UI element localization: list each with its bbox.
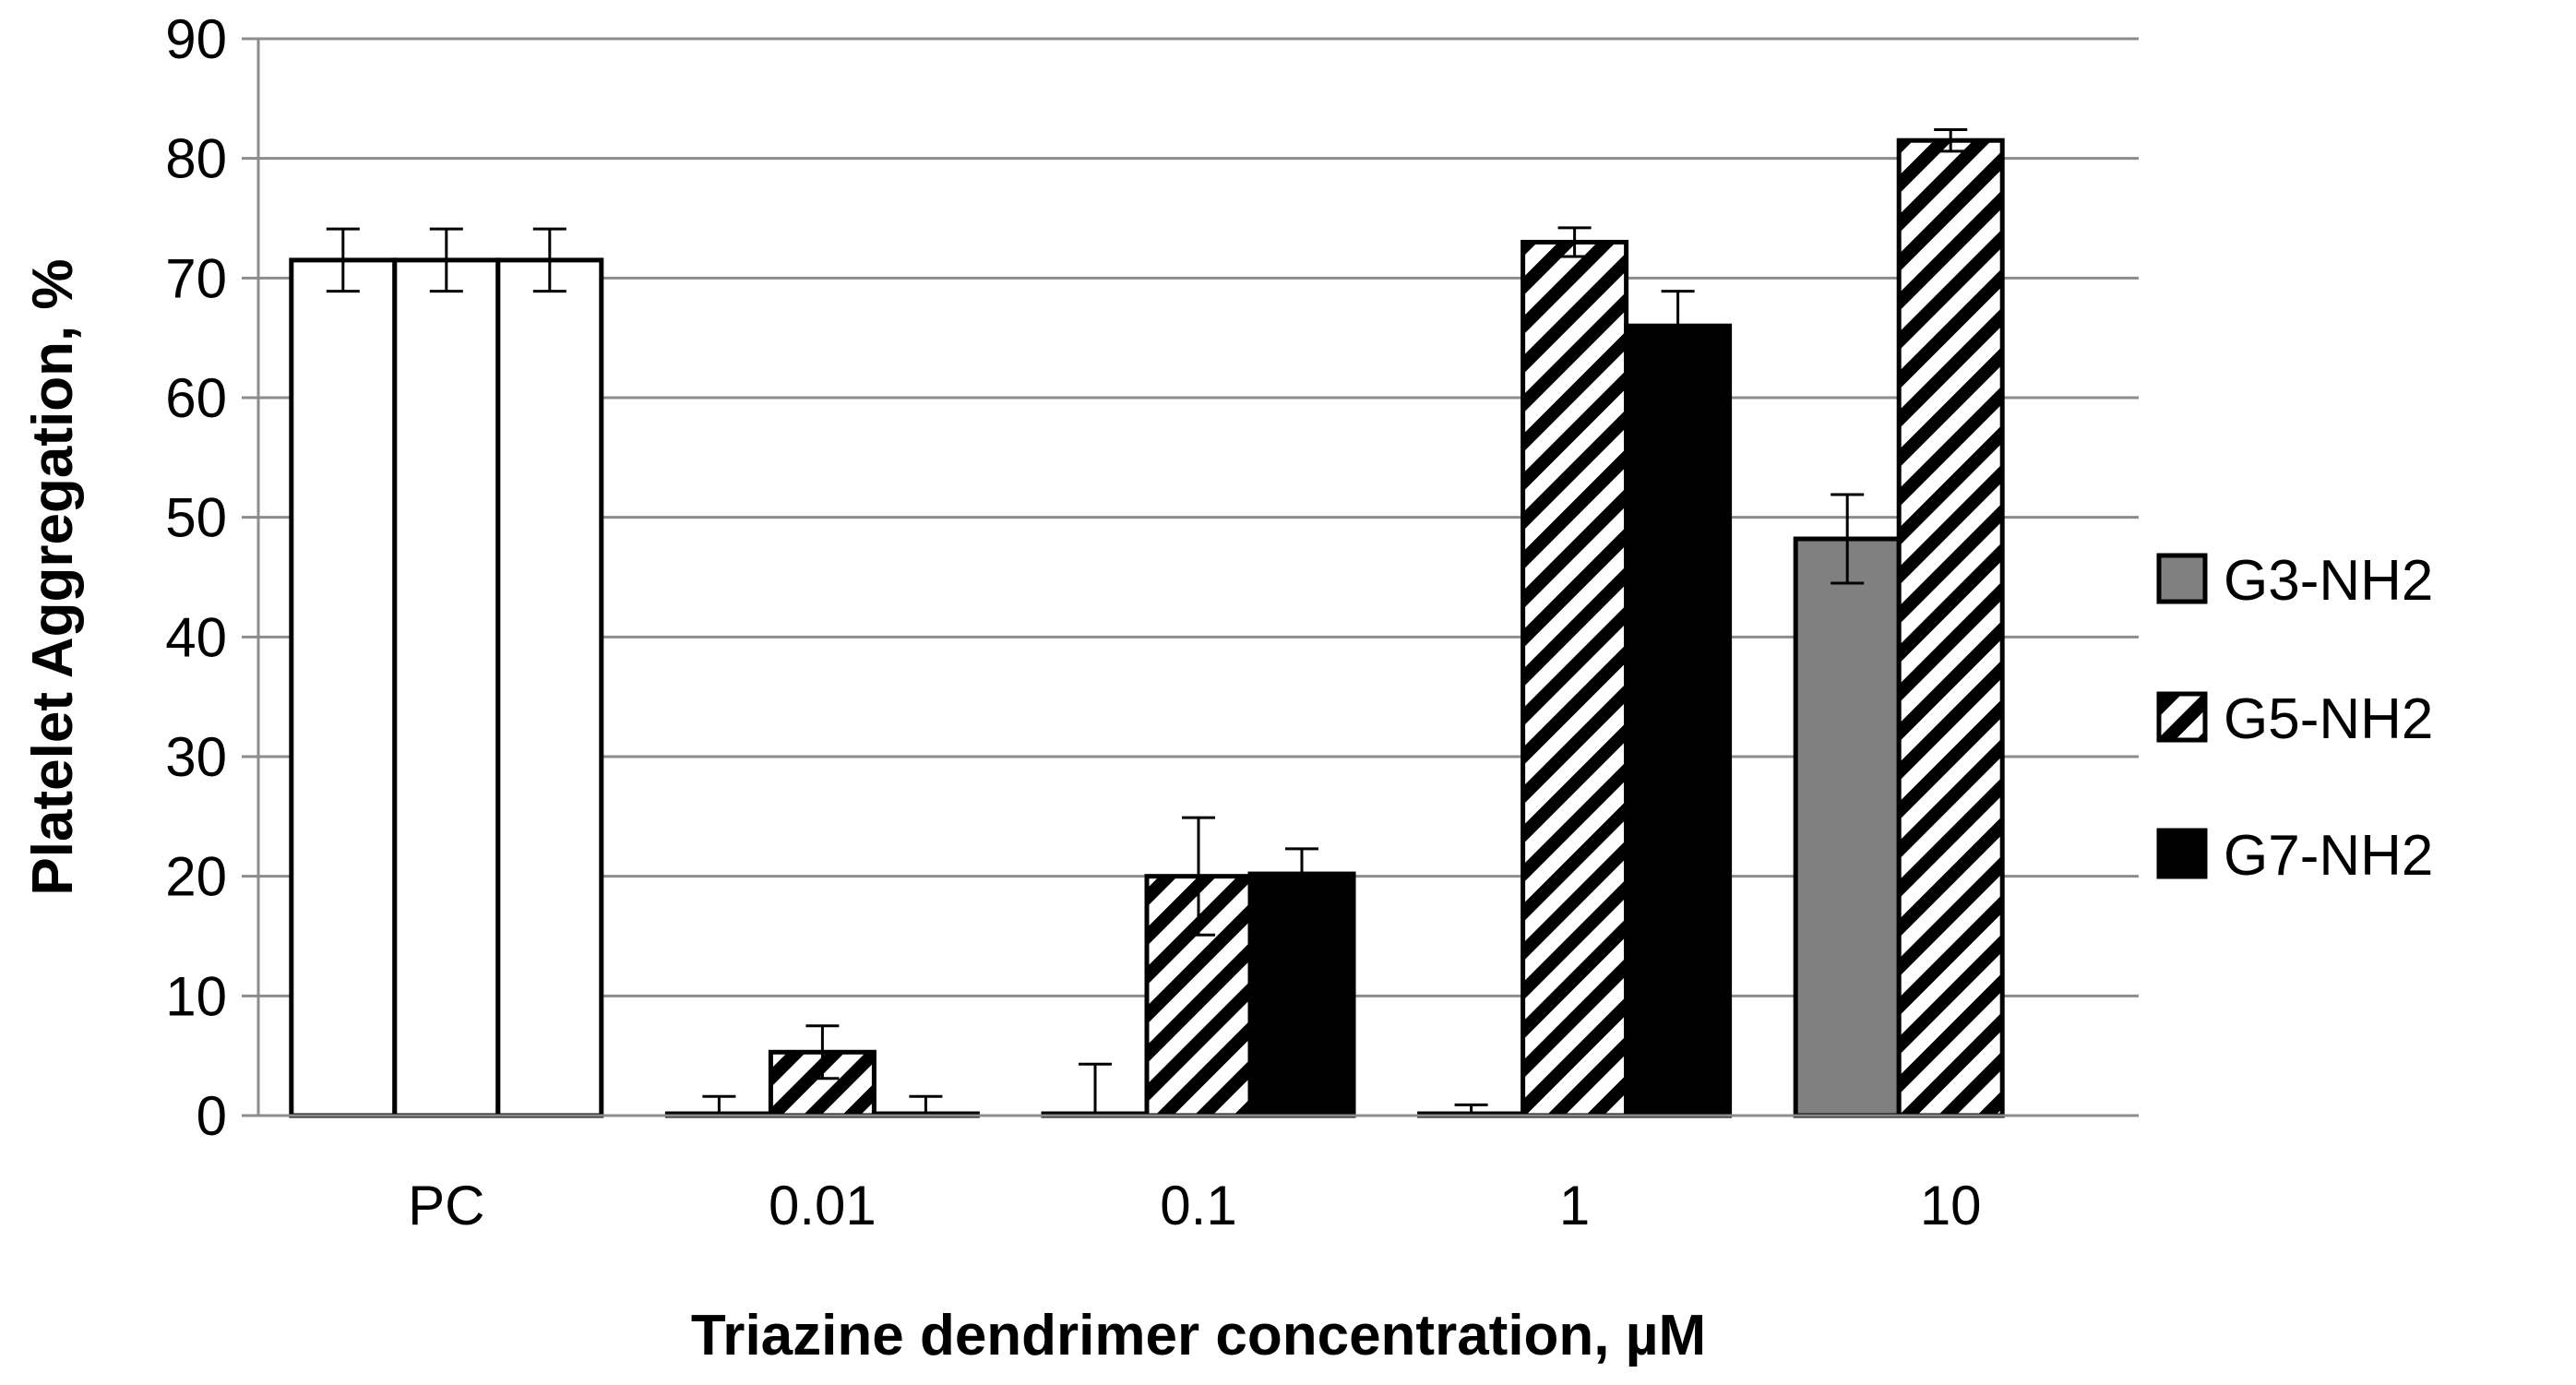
x-tick-label: PC <box>408 1175 484 1236</box>
bar-g3-nh2-PC <box>289 257 398 1118</box>
x-tick-label: 0.1 <box>1160 1175 1236 1236</box>
legend: G3-NH2 G5-NH2 G7-NH2 <box>2156 549 2433 888</box>
error-bar <box>1831 493 1865 585</box>
y-tick-label: 50 <box>165 487 227 549</box>
legend-label: G3-NH2 <box>2224 549 2433 613</box>
bar-g7-nh2-0_1 <box>1247 871 1356 1118</box>
legend-swatch <box>2156 828 2208 879</box>
error-bar <box>1182 816 1215 937</box>
error-bar <box>805 1024 840 1081</box>
error-bar <box>532 227 566 293</box>
error-bar <box>1934 128 1968 153</box>
legend-swatch <box>2156 691 2208 743</box>
y-axis-title: Platelet Aggregation, % <box>21 258 85 895</box>
bar-g5-nh2-PC <box>392 257 501 1118</box>
y-tick-label: 60 <box>165 367 227 429</box>
error-bar <box>429 227 463 293</box>
bar-g5-nh2-10 <box>1896 137 2005 1118</box>
legend-label: G5-NH2 <box>2224 687 2433 751</box>
legend-swatch <box>2156 553 2208 604</box>
bar-g3-nh2-10 <box>1793 536 1902 1118</box>
y-tick-label: 70 <box>165 247 227 309</box>
error-bars <box>326 128 1968 1117</box>
error-bar <box>1285 847 1318 901</box>
y-tick-label: 90 <box>165 8 227 70</box>
error-bar <box>1661 290 1695 363</box>
y-tick-label: 20 <box>165 846 227 908</box>
y-tick-label: 30 <box>165 726 227 788</box>
bar-g7-nh2-1 <box>1624 323 1733 1118</box>
y-tick-label: 40 <box>165 606 227 668</box>
bar-g7-nh2-PC <box>495 257 604 1118</box>
error-bar <box>1557 226 1592 258</box>
y-axis-ticks: 0 10 20 30 40 50 60 70 80 90 <box>165 8 258 1147</box>
x-tick-label: 0.01 <box>769 1175 877 1236</box>
x-axis-ticks: PC 0.01 0.1 1 10 <box>408 1175 1981 1236</box>
x-tick-label: 10 <box>1920 1175 1982 1236</box>
x-tick-label: 1 <box>1559 1175 1590 1236</box>
bars <box>289 137 2005 1118</box>
x-axis-title: Triazine dendrimer concentration, µM <box>691 1304 1706 1367</box>
error-bar <box>1079 1062 1112 1117</box>
legend-label: G7-NH2 <box>2224 824 2433 888</box>
y-tick-label: 10 <box>165 965 227 1027</box>
y-tick-label: 0 <box>197 1085 227 1147</box>
error-bar <box>326 227 360 293</box>
y-tick-label: 80 <box>165 128 227 190</box>
bar-g5-nh2-1 <box>1521 239 1629 1118</box>
